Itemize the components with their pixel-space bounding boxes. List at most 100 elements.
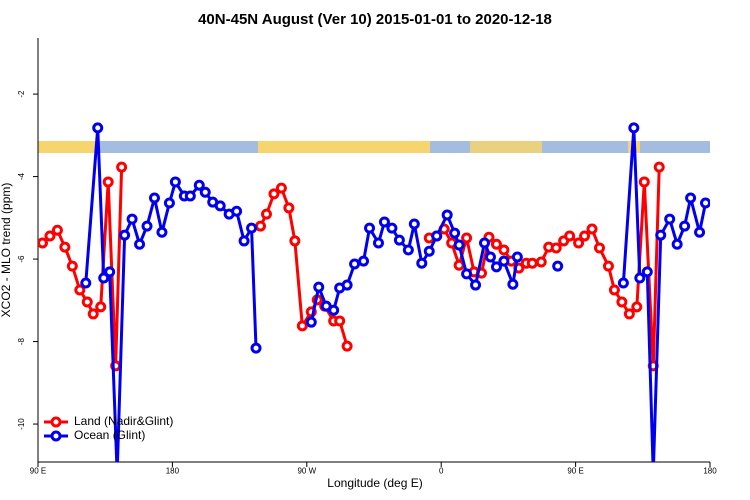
legend-marker (50, 416, 62, 428)
data-point (655, 229, 667, 241)
data-point (349, 258, 361, 270)
legend-label: Ocean (Glint) (74, 428, 145, 442)
data-point (498, 244, 510, 256)
data-point (80, 277, 92, 289)
data-point (617, 277, 629, 289)
data-point (634, 272, 646, 284)
data-point (275, 182, 287, 194)
y-tick-label: -2 (17, 90, 26, 98)
data-point (328, 304, 340, 316)
data-point (364, 222, 376, 234)
data-point (453, 239, 465, 251)
data-point (141, 220, 153, 232)
data-point (393, 234, 405, 246)
data-point (51, 224, 63, 236)
x-tick-label: 90 W (297, 467, 316, 476)
data-point (341, 279, 353, 291)
legend-marker (50, 430, 62, 442)
data-point (498, 255, 510, 267)
data-point (479, 237, 491, 249)
data-point (169, 176, 181, 188)
y-tick-label: -10 (17, 418, 26, 430)
data-point (573, 237, 585, 249)
data-point (231, 205, 243, 217)
data-point (98, 272, 110, 284)
data-point (408, 218, 420, 230)
data-point (59, 241, 71, 253)
x-tick-label: 0 (439, 467, 444, 476)
data-point (671, 238, 683, 250)
data-point (461, 268, 473, 280)
data-point (334, 315, 346, 327)
data-point (616, 296, 628, 308)
data-point (163, 197, 175, 209)
data-point (87, 308, 99, 320)
data-point (602, 260, 614, 272)
data-point (507, 278, 519, 290)
data-point (631, 301, 643, 313)
data-point (119, 229, 131, 241)
chart-title: 40N-45N August (Ver 10) 2015-01-01 to 20… (198, 11, 552, 28)
data-point (184, 190, 196, 202)
data-point (246, 222, 258, 234)
data-point (402, 244, 414, 256)
data-point (664, 213, 676, 225)
data-point (260, 208, 272, 220)
data-point (423, 245, 435, 257)
data-point (44, 230, 56, 242)
data-point (296, 320, 308, 332)
data-point (126, 213, 138, 225)
data-point (148, 192, 160, 204)
plot-area (38, 122, 710, 478)
data-point (453, 259, 465, 271)
data-point (649, 470, 657, 478)
data-point (113, 470, 121, 478)
data-point (102, 176, 114, 188)
land-ocean-strip (38, 141, 710, 153)
data-point (449, 227, 461, 239)
data-point (38, 237, 48, 249)
data-point (490, 238, 502, 250)
data-point (490, 261, 502, 273)
data-point (156, 226, 168, 238)
data-point (81, 296, 93, 308)
data-point (593, 242, 605, 254)
data-point (552, 260, 564, 272)
data-point (586, 223, 598, 235)
data-point (535, 256, 547, 268)
data-point (461, 232, 473, 244)
data-point (511, 251, 523, 263)
data-point (199, 186, 211, 198)
data-point (92, 122, 104, 134)
data-point (66, 260, 78, 272)
y-axis-label: XCO2 - MLO trend (ppm) (0, 183, 13, 318)
data-point (238, 235, 250, 247)
data-point (95, 301, 107, 313)
data-point (628, 122, 640, 134)
data-point (372, 237, 384, 249)
data-point (564, 230, 576, 242)
data-point (550, 242, 562, 254)
data-point (305, 316, 317, 328)
data-point (653, 161, 665, 173)
data-point (685, 192, 697, 204)
data-point (134, 238, 146, 250)
x-tick-label: 180 (166, 467, 180, 476)
data-point (193, 179, 205, 191)
data-point (116, 161, 128, 173)
data-point (526, 257, 538, 269)
data-point (484, 251, 496, 263)
data-point (441, 209, 453, 221)
data-point (104, 266, 116, 278)
data-point (638, 176, 650, 188)
data-point (283, 202, 295, 214)
data-point (386, 222, 398, 234)
data-point (289, 235, 301, 247)
data-point (608, 284, 620, 296)
data-point (623, 308, 635, 320)
x-tick-label: 90 E (567, 467, 583, 476)
y-tick-label: -4 (17, 172, 26, 180)
data-point (641, 266, 653, 278)
data-point (214, 200, 226, 212)
data-point (700, 197, 710, 209)
